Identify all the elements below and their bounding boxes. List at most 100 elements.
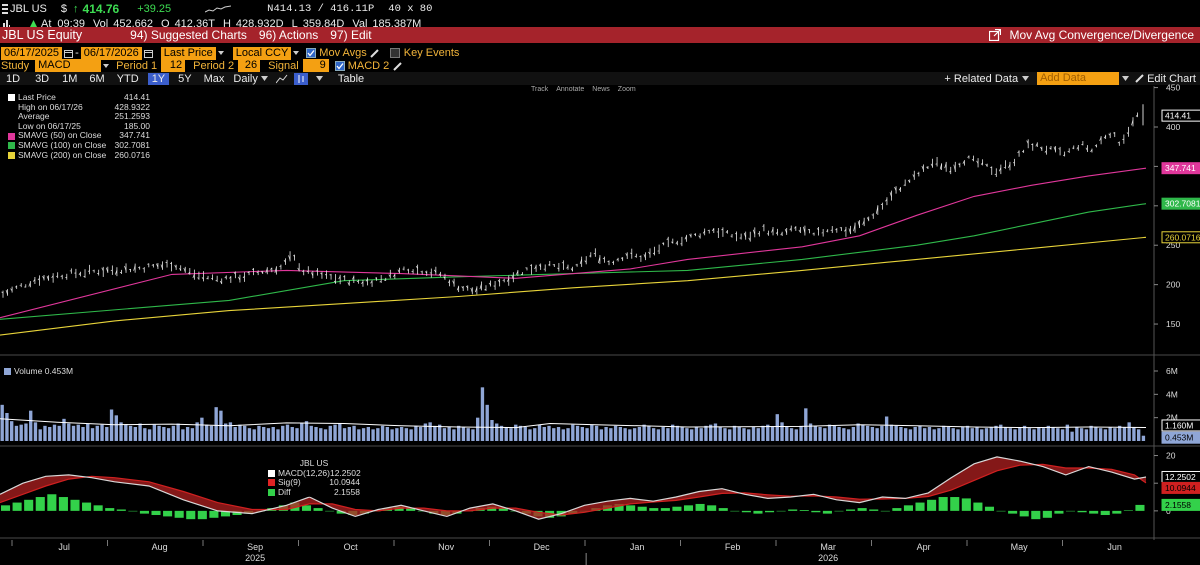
price-bar-open [885,198,888,202]
volume-bar [704,425,708,441]
signal-field[interactable]: 9 [302,59,329,72]
bar-chart-icon[interactable] [293,72,308,85]
volume-bar [913,427,917,441]
volume-bar [628,429,632,441]
calendar-icon[interactable] [143,49,153,58]
price-bar-open [219,280,223,284]
volume-bar [799,425,803,441]
range-1m[interactable]: 1M [62,72,78,85]
range-3d[interactable]: 3D [35,72,50,85]
table-button[interactable]: Table [337,72,365,85]
macd-histogram-bar [973,502,983,511]
range-1d[interactable]: 1D [6,72,21,85]
price-bar-open [229,276,232,279]
start-date-field[interactable]: 06/17/2025 [1,46,63,60]
macd-histogram-bar [1008,510,1018,514]
chevron-down-icon[interactable] [1122,75,1130,82]
frequency-select[interactable]: Daily [233,72,258,85]
line-chart-icon[interactable] [275,74,288,84]
calendar-icon[interactable] [64,49,74,58]
price-bar-open [438,273,441,276]
chevron-down-icon[interactable] [1022,75,1030,82]
macd-histogram-bar [846,509,856,511]
key-events-label[interactable]: Key Events [403,47,460,59]
volume-bar [685,428,689,441]
macd-histogram-bar [93,505,103,511]
security-name[interactable]: JBL US Equity [2,28,83,42]
range-ytd[interactable]: YTD [116,72,139,85]
mov-avgs-checkbox[interactable] [306,48,317,58]
range-max[interactable]: Max [203,72,225,85]
tool-track[interactable]: Track [531,86,549,93]
volume-bar [109,409,114,441]
price-bar-open [771,228,774,233]
range-1y[interactable]: 1Y [147,72,170,85]
menu-suggested-charts[interactable]: 94) Suggested Charts [130,28,247,42]
macd-histogram-bar [1112,510,1122,514]
volume-bar [357,429,361,441]
pencil-icon[interactable] [1135,74,1144,83]
period2-label: Period 2 [193,59,235,72]
chevron-down-icon[interactable] [315,75,323,82]
price-bar-open [671,241,673,244]
price-type-select[interactable]: Last Price [160,46,216,60]
year-label: 2025 [245,553,265,563]
price-bar-open [1062,154,1065,156]
range-6m[interactable]: 6M [89,72,105,85]
chevron-down-icon[interactable] [102,62,110,70]
period1-field[interactable]: 12 [161,59,186,72]
currency-select[interactable]: Local CCY [232,46,292,60]
price-bar-open [698,235,701,238]
chevron-down-icon[interactable] [292,49,300,57]
price-bar-open [534,265,537,270]
price-bar-open [425,271,427,274]
tool-annotate[interactable]: Annotate [556,86,585,93]
mov-avgs-label[interactable]: Mov Avgs [319,47,367,59]
volume-bar [942,425,946,441]
price-bar-open [557,267,560,270]
menu-actions[interactable]: 96) Actions [258,28,319,42]
pencil-icon[interactable] [393,61,403,71]
volume-bar [390,429,394,441]
pencil-icon[interactable] [370,48,380,58]
chevron-down-icon[interactable] [260,75,268,82]
volume-bar [575,425,580,441]
menu-icon[interactable] [1,3,9,14]
tool-news[interactable]: News [592,86,610,93]
price-bar-open [292,255,295,257]
chevron-down-icon[interactable] [217,49,225,57]
volume-bar [338,423,342,441]
macd2-label[interactable]: MACD 2 [347,59,390,72]
volume-bar [0,404,4,441]
volume-bar [95,425,99,441]
volume-bar [1070,431,1074,441]
volume-bar [842,428,846,441]
export-icon[interactable] [989,29,1002,41]
price-bar-open [830,229,833,231]
related-data-button[interactable]: + Related Data [944,72,1019,85]
add-data-input[interactable]: Add Data [1037,72,1120,85]
edit-chart-button[interactable]: Edit Chart [1147,72,1196,85]
macd-histogram-bar [1135,504,1145,511]
volume-bar [766,424,770,441]
volume-bar [257,425,261,441]
macd-legend-swatch [268,469,275,477]
range-5y[interactable]: 5Y [178,72,192,85]
volume-bar [780,422,784,441]
period2-field[interactable]: 26 [238,59,261,72]
macd2-checkbox[interactable] [334,60,345,71]
end-date-field[interactable]: 06/17/2026 [80,46,142,60]
key-events-checkbox[interactable] [389,48,400,58]
macd-histogram-bar [139,510,149,514]
menu-edit[interactable]: 97) Edit [330,28,372,42]
study-select[interactable]: MACD [35,59,102,72]
signal-line [0,463,1147,516]
volume-bar [395,428,399,441]
macd-histogram-bar [950,497,960,511]
price-bar-open [156,263,159,268]
tool-zoom[interactable]: Zoom [617,86,636,93]
volume-bar [642,424,646,441]
volume-bar [861,424,865,441]
volume-bar [57,425,61,441]
